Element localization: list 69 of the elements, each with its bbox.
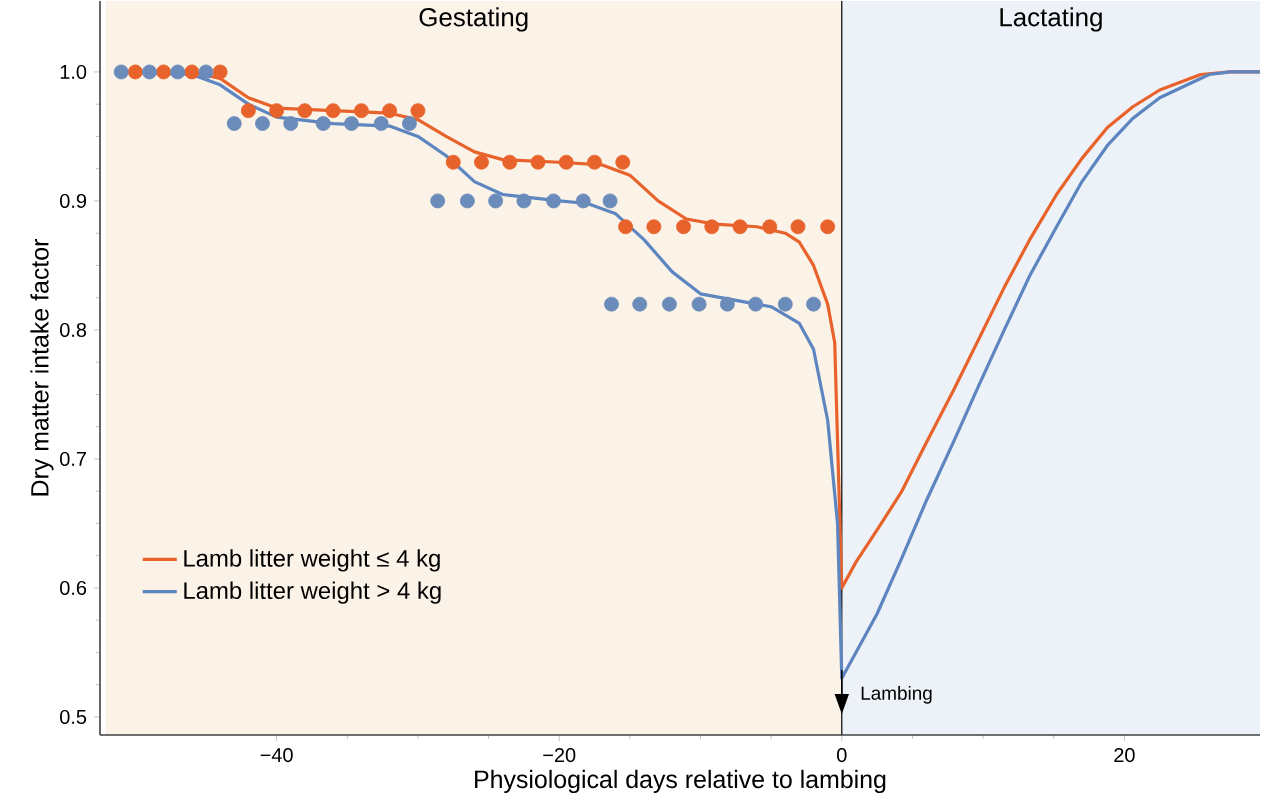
point xyxy=(430,193,446,209)
point xyxy=(676,219,691,235)
point xyxy=(297,103,313,119)
point xyxy=(662,296,677,312)
point xyxy=(502,154,518,170)
point xyxy=(269,103,285,119)
point xyxy=(806,296,821,312)
annotation: Lambing xyxy=(861,686,932,704)
point xyxy=(283,116,299,131)
point xyxy=(762,219,778,235)
point xyxy=(604,296,619,312)
point xyxy=(488,193,504,209)
point xyxy=(748,296,763,312)
y-tick-label: 0.7 xyxy=(60,451,86,466)
point xyxy=(820,219,836,235)
point xyxy=(325,103,341,119)
x-axis-title: Physiological days relative to lambing xyxy=(475,769,886,794)
point xyxy=(353,103,369,119)
point xyxy=(777,296,793,312)
x-tick-label: 20 xyxy=(1114,748,1135,763)
point xyxy=(474,154,489,170)
y-axis-title: Dry matter intake factor xyxy=(30,239,54,496)
y-tick-label: 0.5 xyxy=(60,709,87,724)
legend-label: Lamb litter weight ≤ 4 kg xyxy=(184,549,440,572)
band-label: Gestating xyxy=(419,7,528,32)
point xyxy=(587,154,602,170)
band-label: Lactating xyxy=(1000,7,1102,32)
point xyxy=(382,103,398,119)
point xyxy=(212,64,228,80)
point xyxy=(516,193,532,209)
point xyxy=(691,296,707,312)
point xyxy=(459,193,475,209)
point xyxy=(546,193,561,209)
point xyxy=(315,116,331,131)
y-tick-label: 0.8 xyxy=(60,322,87,337)
y-tick-label: 0.9 xyxy=(60,193,87,208)
point xyxy=(602,193,618,209)
point xyxy=(530,154,546,170)
point xyxy=(344,116,359,131)
point xyxy=(618,219,634,235)
point xyxy=(719,296,735,312)
y-tick-label: 0.6 xyxy=(60,580,87,595)
point xyxy=(142,64,157,80)
point xyxy=(632,296,648,312)
point xyxy=(575,193,591,209)
point xyxy=(402,116,417,131)
point xyxy=(790,219,806,235)
legend-label: Lamb litter weight > 4 kg xyxy=(184,581,441,604)
point xyxy=(198,64,214,80)
point xyxy=(240,103,256,119)
point xyxy=(156,64,171,80)
point xyxy=(410,103,426,119)
x-tick-label: 0 xyxy=(837,748,847,763)
point xyxy=(113,64,129,80)
point xyxy=(226,116,242,131)
point xyxy=(558,154,574,170)
point xyxy=(184,64,200,80)
x-tick-label: −20 xyxy=(543,748,576,763)
point xyxy=(255,116,270,131)
point xyxy=(615,154,631,170)
x-tick-label: −40 xyxy=(260,748,293,763)
point xyxy=(704,219,720,235)
point xyxy=(373,116,389,131)
y-tick-label: 1.0 xyxy=(60,64,87,79)
point xyxy=(732,219,748,235)
point xyxy=(646,219,662,235)
point xyxy=(127,64,143,80)
point xyxy=(445,154,461,170)
point xyxy=(170,64,186,80)
